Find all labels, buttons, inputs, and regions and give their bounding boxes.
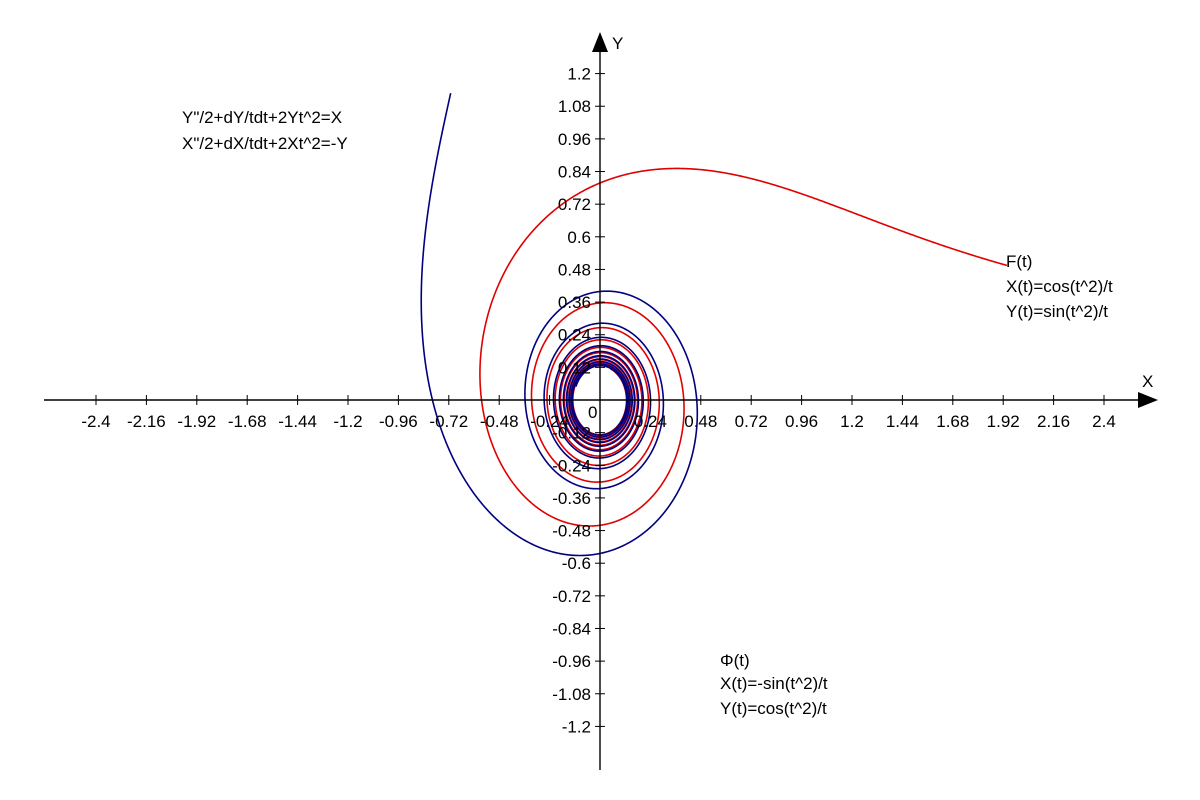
x-axis-arrow bbox=[1138, 392, 1158, 408]
legend-f-y: Y(t)=sin(t^2)/t bbox=[1006, 302, 1108, 321]
y-axis-label: Y bbox=[612, 34, 623, 53]
y-tick-label: 0.48 bbox=[558, 260, 591, 279]
x-ticks: -2.4 -2.16 -1.92 -1.68 -1.44 -1.2 -0.96 -0.72 -0… bbox=[81, 395, 1116, 431]
x-tick-label: 1.92 bbox=[987, 412, 1020, 431]
x-tick-label: 1.44 bbox=[886, 412, 919, 431]
legend-f-name: F(t) bbox=[1006, 252, 1032, 271]
y-tick-label: 0.12 bbox=[558, 358, 591, 377]
y-tick-label: -0.12 bbox=[552, 424, 591, 443]
equations-annotation: Y"/2+dY/tdt+2Yt^2=X X"/2+dX/tdt+2Xt^2=-Y bbox=[182, 108, 348, 153]
y-tick-label: 0.6 bbox=[567, 228, 591, 247]
curves-layer bbox=[420, 93, 1008, 557]
x-tick-label: 1.68 bbox=[936, 412, 969, 431]
x-tick-label: -1.2 bbox=[333, 412, 362, 431]
series-phi-curve bbox=[420, 93, 699, 557]
y-tick-label: -1.08 bbox=[552, 685, 591, 704]
y-tick-label: 0.36 bbox=[558, 293, 591, 312]
x-tick-label: -1.92 bbox=[177, 412, 216, 431]
legend-f-x: X(t)=cos(t^2)/t bbox=[1006, 277, 1113, 296]
y-ticks: 1.2 1.08 0.96 0.84 0.72 0.6 0.48 0.36 0.24 0.12 -0… bbox=[552, 65, 605, 736]
equation-line-2: X"/2+dX/tdt+2Xt^2=-Y bbox=[182, 134, 348, 153]
x-tick-label: 0.96 bbox=[785, 412, 818, 431]
legend-phi: Φ(t) X(t)=-sin(t^2)/t Y(t)=cos(t^2)/t bbox=[720, 651, 828, 718]
y-tick-label: 1.08 bbox=[558, 97, 591, 116]
x-tick-label: 0.24 bbox=[634, 412, 667, 431]
y-tick-label: -0.72 bbox=[552, 587, 591, 606]
x-tick-label: 0.48 bbox=[684, 412, 717, 431]
x-tick-label: -0.72 bbox=[429, 412, 468, 431]
legend-f: F(t) X(t)=cos(t^2)/t Y(t)=sin(t^2)/t bbox=[1006, 252, 1113, 321]
y-tick-label: 1.2 bbox=[567, 65, 591, 84]
y-tick-label: -0.48 bbox=[552, 522, 591, 541]
x-tick-label: -0.96 bbox=[379, 412, 418, 431]
x-tick-label: -1.68 bbox=[228, 412, 267, 431]
y-tick-label: 0.96 bbox=[558, 130, 591, 149]
legend-phi-y: Y(t)=cos(t^2)/t bbox=[720, 699, 827, 718]
origin-label: 0 bbox=[588, 403, 597, 422]
x-tick-label: -1.44 bbox=[278, 412, 317, 431]
x-tick-label: 1.2 bbox=[840, 412, 864, 431]
x-axis-label: X bbox=[1142, 372, 1153, 391]
legend-phi-x: X(t)=-sin(t^2)/t bbox=[720, 674, 828, 693]
x-tick-label: 2.4 bbox=[1092, 412, 1116, 431]
y-tick-label: -0.96 bbox=[552, 652, 591, 671]
x-tick-label: -2.16 bbox=[127, 412, 166, 431]
x-tick-label: -0.24 bbox=[530, 412, 569, 431]
axes: X Y 0 bbox=[44, 32, 1158, 770]
equation-line-1: Y"/2+dY/tdt+2Yt^2=X bbox=[182, 108, 342, 127]
y-tick-label: -0.24 bbox=[552, 456, 591, 475]
y-tick-label: -1.2 bbox=[562, 717, 591, 736]
y-axis-arrow bbox=[592, 32, 608, 52]
x-tick-label: -2.4 bbox=[81, 412, 110, 431]
y-tick-label: 0.72 bbox=[558, 195, 591, 214]
x-tick-label: 2.16 bbox=[1037, 412, 1070, 431]
y-tick-label: -0.84 bbox=[552, 619, 591, 638]
x-tick-label: 0.72 bbox=[735, 412, 768, 431]
x-tick-label: -0.48 bbox=[480, 412, 519, 431]
y-tick-label: -0.6 bbox=[562, 554, 591, 573]
y-tick-label: 0.24 bbox=[558, 326, 591, 345]
y-tick-label: 0.84 bbox=[558, 163, 591, 182]
y-tick-label: -0.36 bbox=[552, 489, 591, 508]
legend-phi-name: Φ(t) bbox=[720, 651, 750, 670]
